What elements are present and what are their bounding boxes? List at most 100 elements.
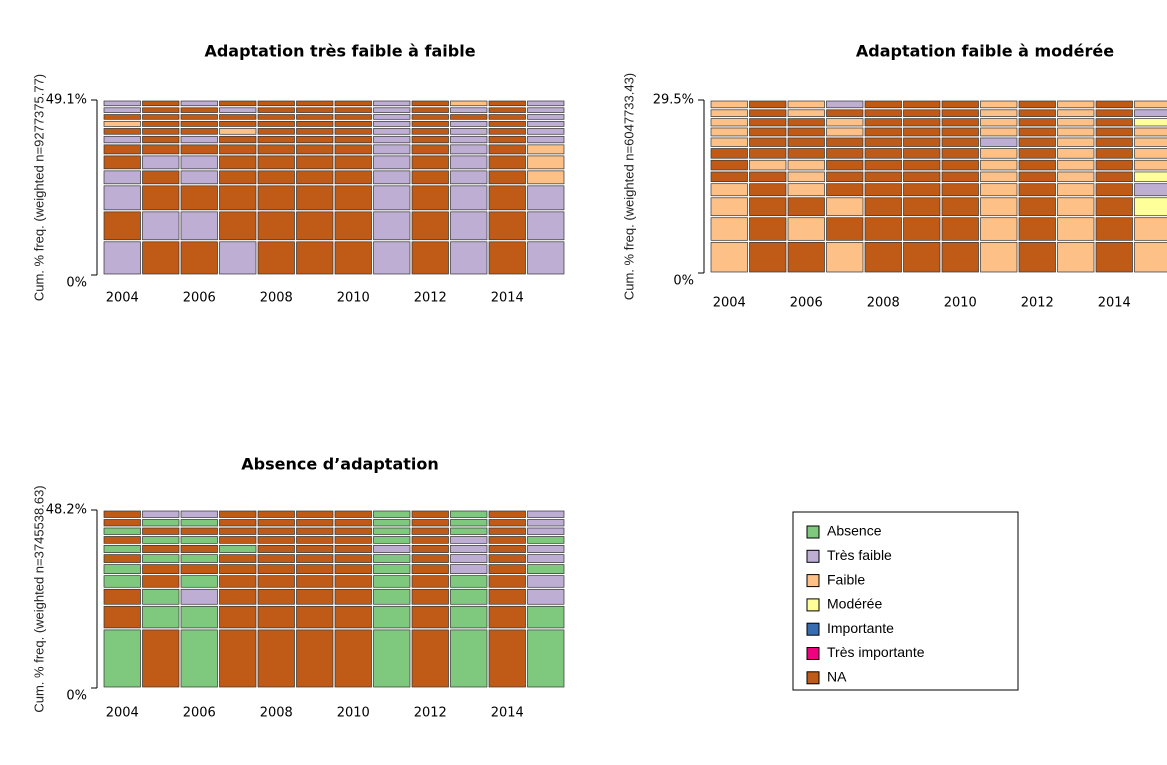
sequence-cell — [142, 128, 180, 135]
sequence-cell — [296, 527, 334, 535]
sequence-cell — [411, 527, 449, 535]
sequence-cell — [334, 536, 372, 544]
sequence-cell — [103, 170, 141, 185]
sequence-cell — [749, 241, 787, 273]
sequence-cell — [1134, 118, 1167, 127]
sequence-cell — [527, 588, 565, 605]
sequence-cell — [103, 241, 141, 275]
x-tick-label: 2006 — [183, 706, 216, 721]
sequence-cell — [296, 510, 334, 518]
sequence-cell — [257, 135, 295, 144]
sequence-cell — [787, 148, 825, 159]
sequence-cell — [103, 554, 141, 563]
sequence-cell — [219, 564, 257, 574]
sequence-cell — [826, 100, 864, 109]
sequence-cell — [296, 185, 334, 211]
sequence-cell — [488, 241, 526, 275]
sequence-cell — [826, 183, 864, 197]
sequence-cell — [527, 128, 565, 135]
x-tick-label: 2014 — [491, 291, 524, 306]
sequence-cell — [219, 575, 257, 588]
sequence-cell — [142, 114, 180, 120]
sequence-cell — [1057, 171, 1095, 183]
sequence-cell — [411, 144, 449, 155]
sequence-cell — [334, 185, 372, 211]
sequence-cell — [903, 241, 941, 273]
sequence-cell — [941, 118, 979, 127]
sequence-cell — [411, 155, 449, 170]
sequence-cell — [257, 107, 295, 113]
sequence-cell — [219, 241, 257, 275]
sequence-cell — [411, 211, 449, 241]
sequence-cell — [488, 554, 526, 563]
sequence-cell — [980, 127, 1018, 137]
sequence-cell — [527, 564, 565, 574]
sequence-cell — [864, 241, 902, 273]
chart-title: Absence d’adaptation — [241, 455, 439, 474]
sequence-cell — [296, 128, 334, 135]
sequence-cell — [257, 114, 295, 120]
y-axis-label: Cum. % freq. (weighted n=6047733.43) — [621, 73, 636, 300]
sequence-cell — [941, 217, 979, 241]
sequence-cell — [411, 185, 449, 211]
sequence-cell — [257, 605, 295, 629]
sequence-cell — [864, 148, 902, 159]
sequence-cell — [450, 135, 488, 144]
sequence-cell — [296, 120, 334, 127]
sequence-cell — [710, 197, 748, 217]
sequence-cell — [1134, 217, 1167, 241]
sequence-cell — [450, 107, 488, 113]
sequence-cell — [488, 588, 526, 605]
x-tick-label: 2006 — [183, 291, 216, 306]
sequence-cell — [142, 519, 180, 527]
sequence-cell — [373, 564, 411, 574]
sequence-cell — [527, 185, 565, 211]
sequence-cell — [142, 554, 180, 563]
sequence-cell — [180, 107, 218, 113]
sequence-cell — [450, 114, 488, 120]
sequence-cell — [142, 575, 180, 588]
sequence-cell — [1057, 217, 1095, 241]
sequence-cell — [1095, 217, 1133, 241]
sequence-cell — [257, 527, 295, 535]
sequence-cell — [103, 128, 141, 135]
sequence-cell — [787, 217, 825, 241]
sequence-cell — [373, 170, 411, 185]
sequence-cell — [219, 170, 257, 185]
sequence-cell — [1095, 183, 1133, 197]
sequence-cell — [296, 170, 334, 185]
sequence-cell — [903, 118, 941, 127]
sequence-cell — [180, 544, 218, 553]
sequence-cell — [180, 100, 218, 107]
sequence-cell — [864, 217, 902, 241]
sequence-cell — [1057, 159, 1095, 171]
sequence-cell — [450, 120, 488, 127]
sequence-cell — [527, 144, 565, 155]
sequence-cell — [488, 536, 526, 544]
sequence-cell — [787, 159, 825, 171]
sequence-cell — [488, 564, 526, 574]
sequence-cell — [1134, 137, 1167, 147]
sequence-cell — [488, 114, 526, 120]
legend-swatch — [806, 598, 820, 612]
sequence-cell — [1095, 197, 1133, 217]
sequence-cell — [1134, 127, 1167, 137]
sequence-cell — [142, 120, 180, 127]
sequence-cell — [180, 510, 218, 518]
sequence-cell — [334, 107, 372, 113]
sequence-cell — [219, 544, 257, 553]
sequence-cell — [749, 118, 787, 127]
sequence-cell — [257, 120, 295, 127]
sequence-cell — [826, 197, 864, 217]
sequence-cell — [826, 148, 864, 159]
sequence-cell — [219, 185, 257, 211]
sequence-cell — [787, 137, 825, 147]
sequence-cell — [296, 588, 334, 605]
sequence-cell — [373, 120, 411, 127]
sequence-cell — [749, 183, 787, 197]
sequence-cell — [257, 510, 295, 518]
sequence-cell — [941, 171, 979, 183]
sequence-cell — [296, 114, 334, 120]
sequence-cell — [903, 171, 941, 183]
sequence-cell — [411, 554, 449, 563]
